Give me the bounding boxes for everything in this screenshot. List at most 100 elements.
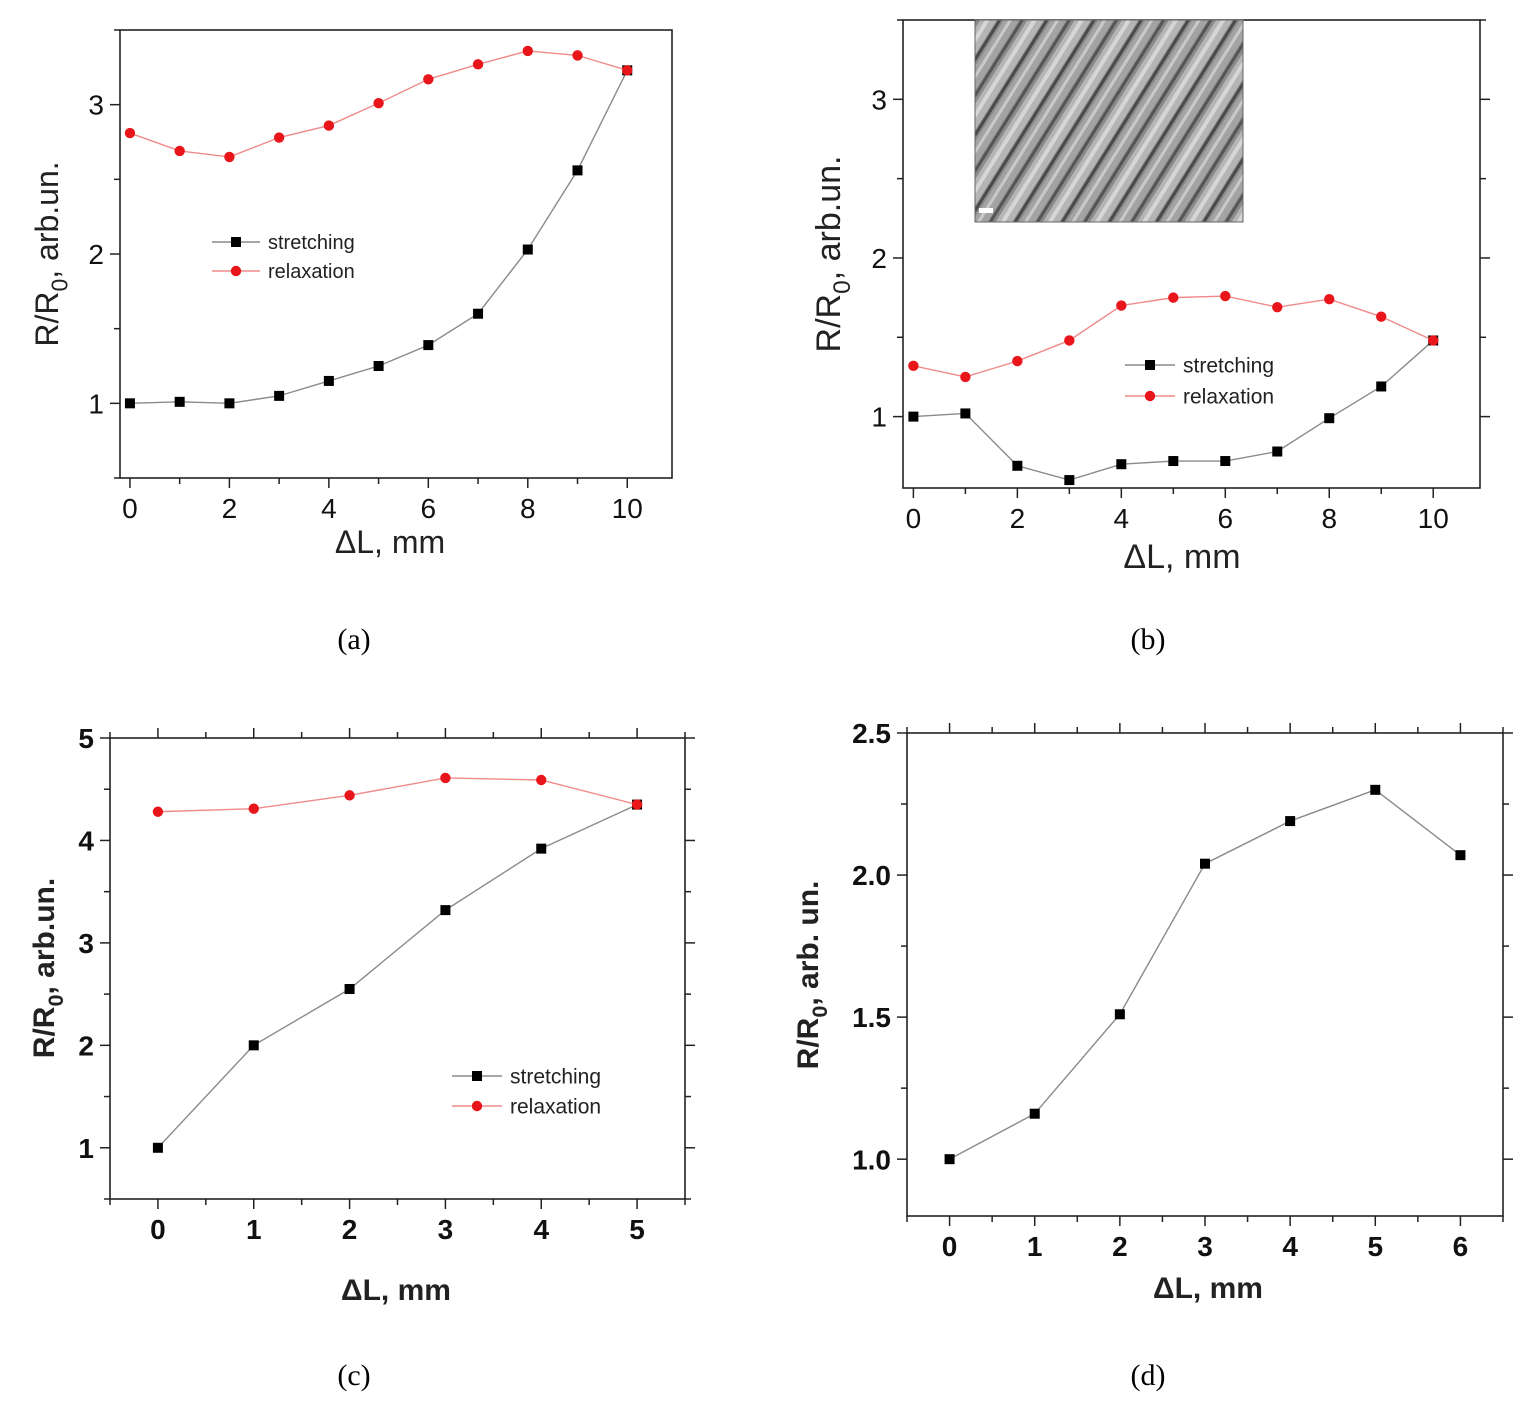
data-point [1285,816,1296,827]
data-point [440,905,451,916]
data-point [1220,456,1231,467]
y-axis-title-subscript: 0 [43,995,68,1007]
data-point [174,396,185,407]
data-point [273,132,285,143]
data-point [1114,1009,1125,1020]
x-tick-label: 0 [906,503,922,534]
x-tick-label: 3 [438,1214,454,1245]
data-point [344,983,355,994]
data-point [1272,301,1283,313]
data-point [522,45,533,57]
data-point [960,408,971,419]
y-tick-label: 3 [871,84,887,115]
x-tick-label: 6 [421,493,437,524]
y-tick-label: 4 [78,826,94,857]
y-tick-label: 1 [871,402,887,433]
plot-frame [119,29,673,479]
x-axis-title: ΔL, mm [335,524,445,560]
series-stretching [124,65,633,409]
panel-caption-d: (d) [1131,1359,1166,1392]
y-axis-title-part: R/R [810,294,848,353]
y-tick-label: 3 [88,90,104,121]
x-tick-label: 8 [1321,503,1337,534]
data-point [248,1040,259,1051]
legend: stretching relaxation [452,1066,601,1119]
inset-border [974,19,1244,223]
legend-marker [472,1071,482,1081]
legend-label: stretching [1183,355,1274,378]
data-point [1370,784,1381,795]
x-tick-label: 4 [1114,503,1130,534]
data-point [1168,456,1179,467]
x-tick-label: 0 [150,1214,166,1245]
series-line [949,789,1461,1160]
x-tick-label: 4 [1282,1231,1298,1262]
data-point [174,145,185,157]
y-tick-label: 2.5 [852,718,891,749]
chart-panel-d: 0 1 2 3 4 5 61.01.52.02.5ΔL, mmR/R0, arb. un. [792,718,1513,1305]
y-axis-title: R/R0, arb. un. [792,881,832,1070]
y-tick-label: 1 [88,388,104,419]
data-point [1116,300,1127,311]
y-axis-title: R/R0, arb.un. [29,161,73,346]
data-point [1428,335,1439,346]
data-point [224,151,235,163]
series-line [157,803,638,1149]
series-line [157,777,638,813]
y-axis-title-part: R/R [792,1017,825,1069]
x-axis-title: ΔL, mm [1153,1272,1263,1305]
data-point [472,59,484,70]
y-tick-label: 2 [78,1030,94,1061]
data-point [473,308,484,319]
panel-caption-c: (c) [337,1359,370,1392]
y-tick-label: 1.5 [852,1002,891,1033]
data-point [1064,475,1075,486]
data-point [1029,1108,1040,1119]
data-point [572,50,583,61]
legend-label: relaxation [268,261,355,283]
legend-label: relaxation [1183,386,1274,409]
data-point [1200,858,1210,869]
panel-caption-b: (b) [1131,623,1166,656]
data-point [1064,335,1075,346]
panel-caption-a: (a) [337,623,370,656]
data-point [152,1142,163,1153]
series-relaxation [124,45,633,163]
y-axis-title-part: , arb.un. [810,156,848,281]
x-tick-label: 10 [1418,503,1449,534]
data-point [522,244,533,255]
data-point [423,340,434,351]
data-point [323,120,335,131]
series-line [129,70,628,405]
y-axis-title-part: R/R [28,1006,61,1058]
data-point [960,371,971,383]
legend-marker [1144,390,1156,402]
y-axis-title-subscript: 0 [807,1006,832,1018]
plot-frame [906,732,1504,1217]
y-axis-title-subscript: 0 [829,280,856,294]
x-tick-label: 6 [1453,1231,1469,1262]
data-point [1324,413,1335,424]
x-tick-label: 2 [1112,1231,1128,1262]
x-tick-label: 4 [321,493,337,524]
data-point [1324,294,1335,305]
legend-label: stretching [510,1066,601,1089]
x-tick-label: 5 [1367,1231,1383,1262]
data-point [373,97,384,109]
inset-micrograph [974,19,1244,223]
data-point [631,799,643,810]
data-point [908,411,919,422]
y-tick-label: 5 [78,723,94,754]
x-axis-title: ΔL, mm [1123,538,1240,576]
x-tick-label: 2 [1010,503,1026,534]
data-point [908,360,919,372]
data-point [1012,355,1023,367]
inset-image [975,20,1243,222]
series-data [944,784,1466,1165]
series-relaxation [908,290,1439,383]
x-tick-label: 2 [342,1214,358,1245]
legend-marker [1145,360,1155,370]
y-axis-title-part: R/R [29,292,65,347]
